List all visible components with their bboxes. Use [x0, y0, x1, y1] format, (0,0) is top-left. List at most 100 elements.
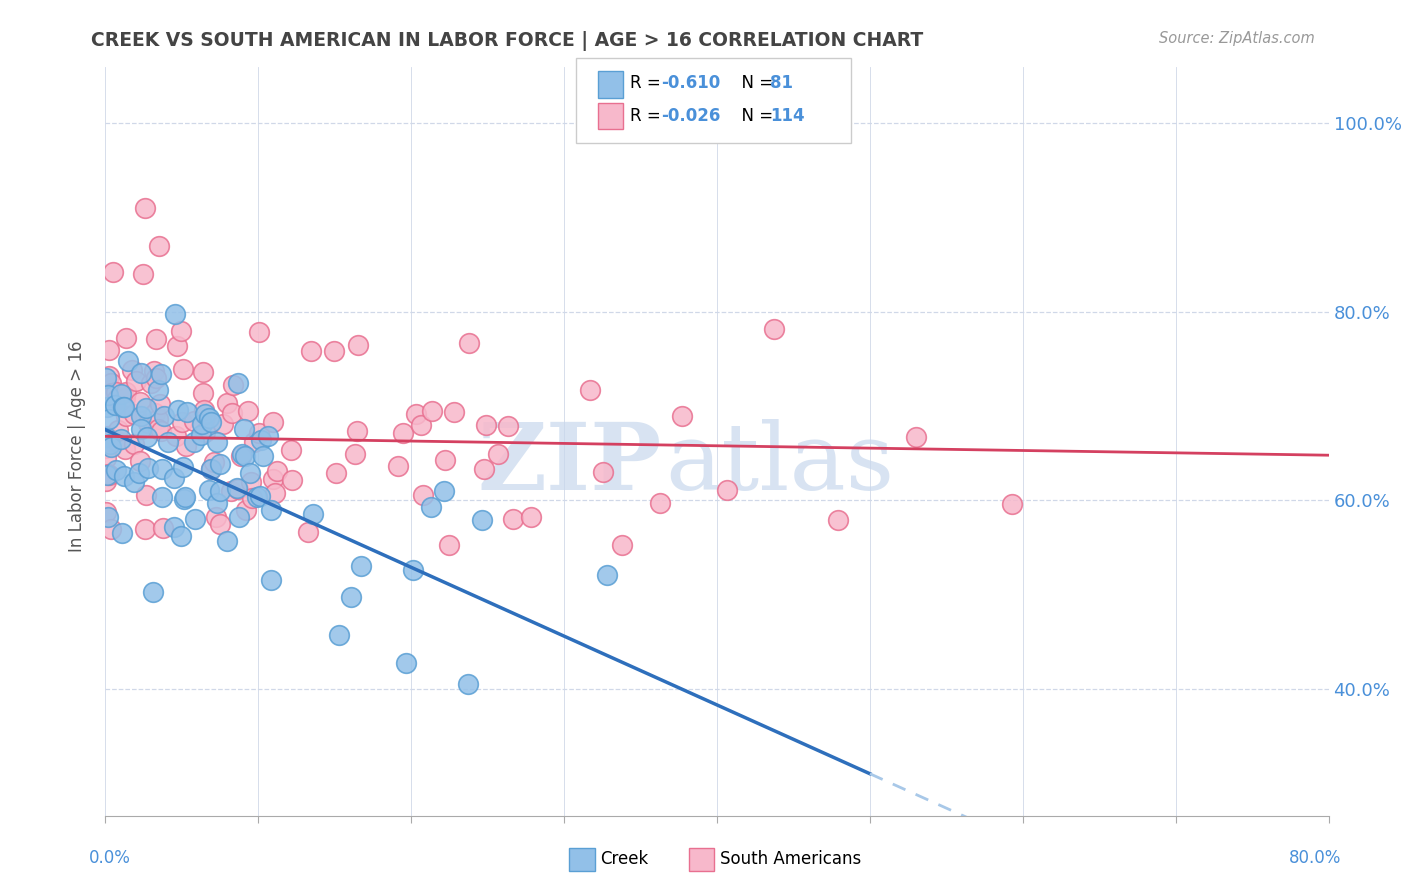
- Point: [94, 430, 117, 444]
- Point: [612, 538, 634, 552]
- Point: [200, 462, 222, 476]
- Point: [443, 404, 465, 418]
- Point: [419, 500, 441, 514]
- Point: [420, 403, 443, 417]
- Point: [129, 366, 152, 380]
- Point: [405, 407, 427, 421]
- Point: [592, 465, 614, 479]
- Point: [226, 482, 249, 496]
- Point: [152, 520, 174, 534]
- Point: [145, 371, 167, 385]
- Point: [124, 437, 146, 451]
- Point: [325, 466, 347, 480]
- Point: [105, 463, 128, 477]
- Point: [387, 459, 409, 474]
- Point: [198, 483, 221, 497]
- Point: [264, 485, 287, 500]
- Point: [240, 475, 263, 490]
- Point: [166, 402, 188, 417]
- Point: [111, 526, 134, 541]
- Point: [226, 481, 249, 495]
- Point: [762, 322, 785, 336]
- Point: [117, 354, 139, 368]
- Point: [716, 483, 738, 497]
- Point: [115, 409, 138, 423]
- Point: [105, 434, 128, 449]
- Point: [96, 401, 118, 415]
- Point: [107, 423, 129, 437]
- Point: [209, 483, 232, 498]
- Point: [101, 264, 124, 278]
- Point: [149, 424, 172, 438]
- Text: CREEK VS SOUTH AMERICAN IN LABOR FORCE | AGE > 16 CORRELATION CHART: CREEK VS SOUTH AMERICAN IN LABOR FORCE |…: [91, 31, 924, 51]
- Point: [136, 461, 159, 475]
- Point: [229, 449, 252, 463]
- Point: [122, 407, 145, 421]
- Text: atlas: atlas: [665, 419, 896, 509]
- Point: [98, 437, 121, 451]
- Point: [239, 466, 262, 480]
- Point: [97, 388, 120, 402]
- Point: [209, 457, 232, 471]
- Point: [129, 409, 152, 424]
- Point: [226, 376, 249, 390]
- Point: [169, 324, 191, 338]
- Point: [346, 424, 368, 438]
- Point: [153, 409, 176, 424]
- Point: [132, 267, 155, 281]
- Point: [233, 449, 256, 463]
- Text: South Americans: South Americans: [720, 850, 860, 868]
- Point: [135, 401, 157, 416]
- Point: [231, 447, 253, 461]
- Point: [260, 503, 283, 517]
- Point: [94, 441, 117, 455]
- Point: [94, 450, 117, 465]
- Point: [596, 567, 619, 582]
- Point: [827, 513, 849, 527]
- Point: [252, 450, 274, 464]
- Point: [280, 473, 302, 487]
- Point: [260, 574, 283, 588]
- Point: [143, 406, 166, 420]
- Text: N =: N =: [731, 107, 779, 125]
- Point: [96, 468, 118, 483]
- Point: [299, 344, 322, 359]
- Point: [96, 434, 118, 448]
- Point: [471, 513, 494, 527]
- Text: -0.610: -0.610: [661, 74, 720, 92]
- Point: [98, 468, 121, 483]
- Point: [183, 435, 205, 450]
- Point: [194, 408, 217, 422]
- Point: [174, 439, 197, 453]
- Point: [392, 426, 415, 441]
- Point: [266, 465, 288, 479]
- Point: [228, 509, 250, 524]
- Point: [474, 418, 496, 433]
- Point: [148, 383, 170, 397]
- Point: [191, 417, 214, 431]
- Point: [150, 461, 173, 475]
- Text: ZIP: ZIP: [478, 419, 662, 509]
- Point: [302, 508, 325, 522]
- Point: [347, 338, 370, 352]
- Point: [183, 414, 205, 428]
- Point: [143, 364, 166, 378]
- Point: [128, 454, 150, 468]
- Point: [457, 336, 479, 351]
- Point: [136, 416, 159, 430]
- Point: [437, 538, 460, 552]
- Point: [100, 376, 122, 391]
- Point: [174, 490, 197, 504]
- Point: [240, 491, 263, 506]
- Point: [262, 471, 284, 485]
- Point: [344, 447, 367, 461]
- Point: [128, 466, 150, 480]
- Point: [136, 430, 159, 444]
- Point: [411, 418, 433, 433]
- Point: [145, 332, 167, 346]
- Point: [250, 433, 273, 447]
- Point: [114, 391, 136, 405]
- Point: [194, 425, 217, 439]
- Point: [904, 430, 927, 444]
- Point: [394, 657, 416, 671]
